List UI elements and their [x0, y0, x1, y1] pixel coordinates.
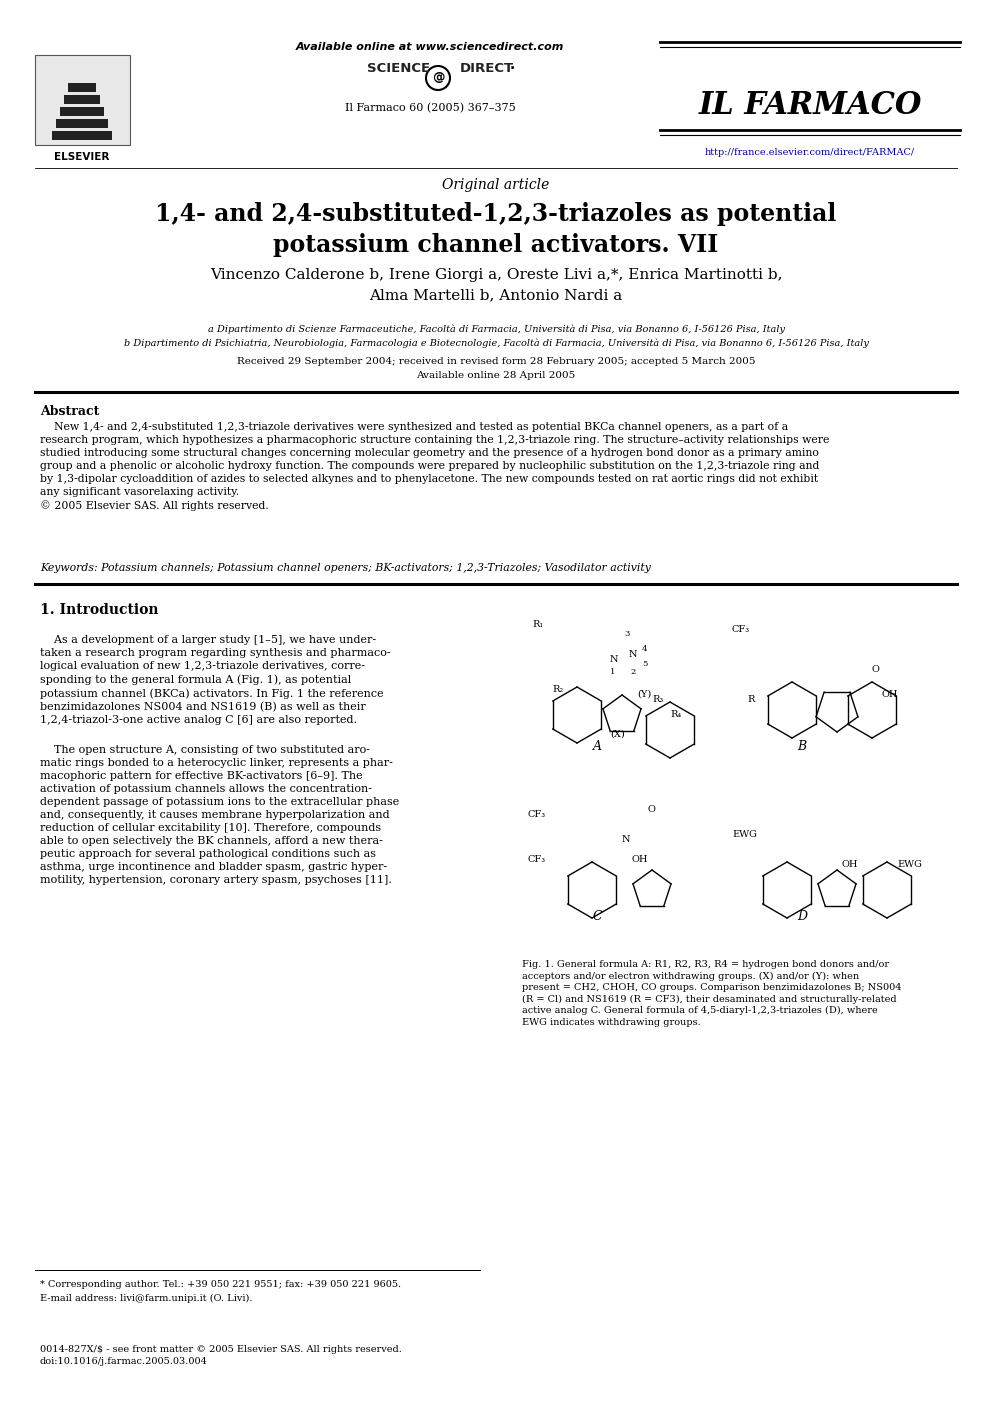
Text: EWG: EWG: [732, 831, 757, 839]
Text: Available online 28 April 2005: Available online 28 April 2005: [417, 370, 575, 380]
Text: New 1,4- and 2,4-substituted 1,2,3-triazole derivatives were synthesized and tes: New 1,4- and 2,4-substituted 1,2,3-triaz…: [40, 422, 829, 511]
Text: Vincenzo Calderone b, Irene Giorgi a, Oreste Livi a,*, Enrica Martinotti b,
Alma: Vincenzo Calderone b, Irene Giorgi a, Or…: [209, 268, 783, 303]
Text: Original article: Original article: [442, 178, 550, 192]
Text: (Y): (Y): [637, 690, 652, 699]
Text: C: C: [592, 911, 602, 923]
Text: OH: OH: [842, 860, 858, 868]
Text: b Dipartimento di Psichiatria, Neurobiologia, Farmacologia e Biotecnologie, Faco: b Dipartimento di Psichiatria, Neurobiol…: [124, 340, 868, 348]
Text: IL FARMACO: IL FARMACO: [698, 90, 922, 121]
Text: ELSEVIER: ELSEVIER: [55, 152, 110, 161]
Text: 1: 1: [610, 668, 615, 676]
Text: 5: 5: [642, 659, 648, 668]
Text: a Dipartimento di Scienze Farmaceutiche, Facoltà di Farmacia, Università di Pisa: a Dipartimento di Scienze Farmaceutiche,…: [207, 325, 785, 334]
Text: SCIENCE: SCIENCE: [367, 62, 430, 74]
Text: D: D: [797, 911, 807, 923]
Bar: [64, 95, 100, 104]
Bar: [56, 119, 108, 128]
Text: O: O: [647, 805, 655, 814]
Text: Keywords: Potassium channels; Potassium channel openers; BK-activators; 1,2,3-Tr: Keywords: Potassium channels; Potassium …: [40, 563, 651, 572]
Text: * Corresponding author. Tel.: +39 050 221 9551; fax: +39 050 221 9605.: * Corresponding author. Tel.: +39 050 22…: [40, 1280, 401, 1289]
Text: EWG: EWG: [897, 860, 922, 868]
Circle shape: [426, 66, 450, 90]
Text: Available online at www.sciencedirect.com: Available online at www.sciencedirect.co…: [296, 42, 564, 52]
Text: 3: 3: [624, 630, 629, 638]
Bar: [52, 130, 112, 140]
Bar: [68, 83, 96, 93]
Text: R₂: R₂: [552, 685, 563, 694]
Text: Il Farmaco 60 (2005) 367–375: Il Farmaco 60 (2005) 367–375: [344, 102, 516, 114]
Text: (X): (X): [610, 730, 625, 739]
Bar: [522, 640, 707, 790]
Text: R₄: R₄: [670, 710, 682, 718]
Text: OH: OH: [882, 690, 899, 699]
Text: Received 29 September 2004; received in revised form 28 February 2005; accepted : Received 29 September 2004; received in …: [237, 356, 755, 366]
Text: 0014-827X/$ - see front matter © 2005 Elsevier SAS. All rights reserved.
doi:10.: 0014-827X/$ - see front matter © 2005 El…: [40, 1345, 402, 1367]
Text: Fig. 1. General formula A: R1, R2, R3, R4 = hydrogen bond donors and/or
acceptor: Fig. 1. General formula A: R1, R2, R3, R…: [522, 960, 902, 1027]
Text: http://france.elsevier.com/direct/FARMAC/: http://france.elsevier.com/direct/FARMAC…: [705, 147, 915, 157]
Text: 4: 4: [642, 645, 648, 652]
Text: R₁: R₁: [532, 620, 544, 629]
Text: CF₃: CF₃: [732, 624, 750, 634]
Text: The open structure A, consisting of two substituted aro-
matic rings bonded to a: The open structure A, consisting of two …: [40, 745, 399, 885]
Text: CF₃: CF₃: [527, 810, 546, 819]
Text: R₃: R₃: [652, 694, 664, 704]
Text: N: N: [610, 655, 618, 664]
Text: N: N: [629, 650, 638, 659]
Text: 1. Introduction: 1. Introduction: [40, 603, 159, 617]
Text: ·: ·: [510, 62, 515, 76]
Text: O: O: [872, 665, 880, 673]
Text: E-mail address: livi@farm.unipi.it (O. Livi).: E-mail address: livi@farm.unipi.it (O. L…: [40, 1294, 253, 1303]
Text: @: @: [432, 72, 444, 84]
Text: 2: 2: [630, 668, 635, 676]
Text: Abstract: Abstract: [40, 405, 99, 418]
Text: As a development of a larger study [1–5], we have under-
taken a research progra: As a development of a larger study [1–5]…: [40, 636, 391, 725]
Text: DIRECT: DIRECT: [460, 62, 514, 74]
Text: N: N: [622, 835, 631, 845]
Text: B: B: [798, 739, 806, 753]
Text: A: A: [592, 739, 601, 753]
Text: OH: OH: [632, 854, 649, 864]
Text: 1,4- and 2,4-substituted-1,2,3-triazoles as potential
potassium channel activato: 1,4- and 2,4-substituted-1,2,3-triazoles…: [156, 202, 836, 257]
Text: CF₃: CF₃: [527, 854, 546, 864]
Bar: [35, 55, 130, 145]
Text: R: R: [747, 694, 754, 704]
Bar: [60, 107, 104, 116]
